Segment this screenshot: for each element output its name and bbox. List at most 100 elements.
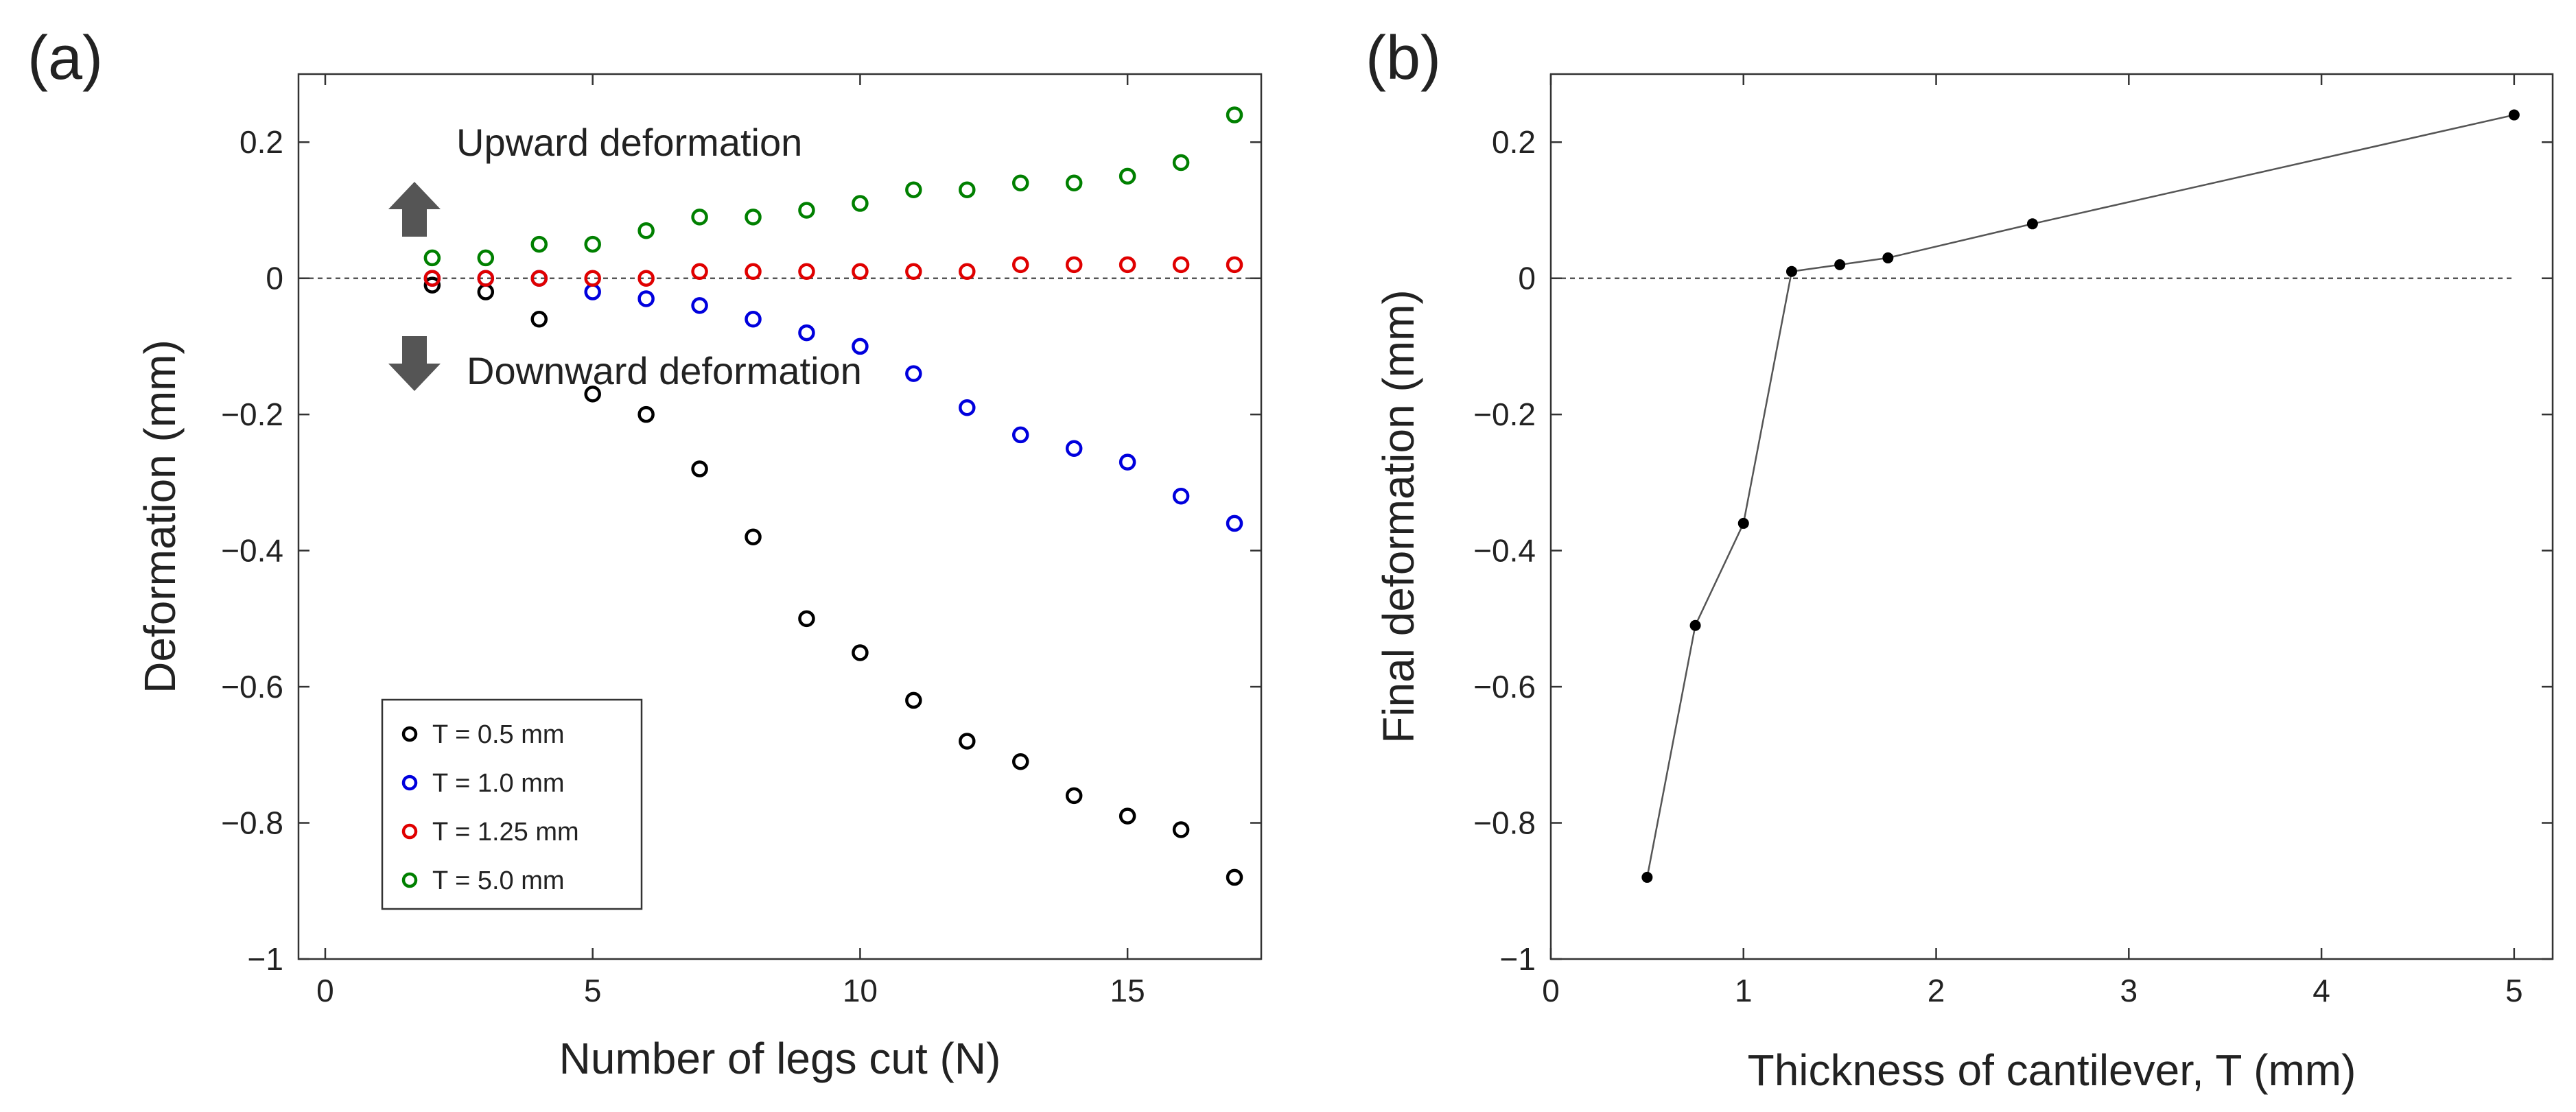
- data-point: [745, 209, 762, 226]
- data-point: [691, 460, 708, 477]
- data-point: [1689, 619, 1701, 631]
- y-tick-label: 0: [266, 261, 283, 296]
- x-tick-label: 5: [584, 973, 602, 1008]
- upward-arrow-icon: [388, 182, 441, 237]
- data-point: [905, 181, 922, 198]
- data-point: [1012, 753, 1029, 770]
- data-point: [477, 283, 495, 300]
- data-point: [1226, 106, 1243, 123]
- data-point: [477, 249, 495, 267]
- panel-b-x-axis-label: Thickness of cantilever, T (mm): [1748, 1045, 2356, 1095]
- panel-a: (a) 0 5 10 15 0.2 0 −0.2 −0.4 −0.6 −0.8 −1 Upward …: [27, 24, 1263, 1083]
- data-point: [745, 528, 762, 546]
- data-point: [905, 691, 922, 709]
- legend-marker: [401, 726, 418, 742]
- x-tick-label: 0: [316, 973, 334, 1008]
- data-point: [959, 263, 976, 281]
- panel-b-label: (b): [1366, 24, 1441, 93]
- data-point: [530, 235, 548, 253]
- x-tick-label: 4: [2312, 973, 2330, 1008]
- data-point: [477, 270, 495, 287]
- data-point: [1012, 174, 1029, 192]
- data-point: [959, 181, 976, 198]
- legend-marker: [401, 774, 418, 791]
- data-point: [1065, 174, 1083, 192]
- data-point: [1119, 807, 1136, 825]
- data-point: [637, 270, 655, 287]
- data-point: [1641, 871, 1653, 883]
- legend-entry-label: T = 1.0 mm: [432, 769, 565, 798]
- panel-a-x-axis-label: Number of legs cut (N): [559, 1034, 1001, 1083]
- data-point: [691, 297, 708, 314]
- upward-deformation-label: Upward deformation: [456, 121, 802, 164]
- data-point: [637, 405, 655, 423]
- y-tick-label: −0.4: [1473, 533, 1536, 569]
- legend-marker: [401, 823, 418, 840]
- legend-entry-label: T = 0.5 mm: [432, 720, 565, 749]
- y-tick-label: 0: [1518, 261, 1536, 296]
- data-point: [1012, 426, 1029, 444]
- panel-a-y-axis-label: Deformation (mm): [135, 340, 185, 694]
- data-point: [1065, 787, 1083, 805]
- data-point: [1172, 154, 1190, 171]
- y-tick-label: −0.8: [1473, 805, 1536, 841]
- data-point: [852, 263, 869, 281]
- data-point: [1065, 440, 1083, 458]
- data-point: [584, 386, 601, 403]
- data-point: [852, 644, 869, 661]
- data-point: [1172, 256, 1190, 274]
- y-tick-label: −1: [248, 941, 283, 977]
- x-tick-label: 2: [1928, 973, 1945, 1008]
- data-point: [1172, 821, 1190, 838]
- data-point: [1737, 517, 1749, 529]
- data-point: [584, 270, 601, 287]
- legend-box: [381, 698, 643, 910]
- data-point: [1226, 256, 1243, 274]
- y-tick-label: −0.8: [221, 805, 283, 841]
- x-tick-label: 15: [1110, 973, 1145, 1008]
- data-point: [1834, 259, 1846, 270]
- legend-entry-label: T = 1.25 mm: [432, 818, 579, 847]
- downward-deformation-label: Downward deformation: [467, 349, 862, 392]
- data-point: [1065, 256, 1083, 274]
- data-point: [745, 310, 762, 328]
- panel-b-axes-frame: [1549, 73, 2554, 960]
- data-point: [530, 270, 548, 287]
- series-line: [1646, 114, 2515, 878]
- data-point: [959, 733, 976, 750]
- panel-a-ticks: 0 5 10 15 0.2 0 −0.2 −0.4 −0.6 −0.8 −1: [221, 74, 1261, 1008]
- data-point: [423, 249, 441, 267]
- legend-marker: [401, 872, 418, 888]
- y-tick-label: −0.6: [1473, 669, 1536, 705]
- data-point: [1119, 256, 1136, 274]
- y-tick-label: 0.2: [1492, 124, 1536, 160]
- data-point: [2508, 109, 2520, 121]
- data-point: [1785, 265, 1797, 277]
- data-point: [691, 263, 708, 281]
- x-tick-label: 1: [1735, 973, 1753, 1008]
- panel-b-ticks: 0 1 2 3 4 5 0.2 0 −0.2 −0.4 −0.6 −0.8 −1: [1473, 74, 2553, 1008]
- y-tick-label: −0.2: [221, 397, 283, 432]
- panel-a-marks: [423, 106, 1243, 886]
- x-tick-label: 3: [2120, 973, 2138, 1008]
- downward-arrow-icon: [388, 336, 441, 391]
- data-point: [798, 324, 815, 342]
- x-tick-label: 5: [2505, 973, 2523, 1008]
- panel-b-marks: [1641, 109, 2520, 883]
- data-point: [2026, 218, 2038, 230]
- data-point: [423, 270, 441, 287]
- y-tick-label: −0.6: [221, 669, 283, 705]
- data-point: [584, 235, 601, 253]
- data-point: [584, 283, 601, 300]
- panel-b-y-axis-label: Final deformation (mm): [1374, 289, 1423, 744]
- data-point: [1226, 514, 1243, 532]
- data-point: [959, 399, 976, 416]
- legend-entry-label: T = 5.0 mm: [432, 866, 565, 895]
- data-point: [1119, 167, 1136, 185]
- data-point: [745, 263, 762, 281]
- data-point: [1226, 868, 1243, 886]
- y-tick-label: −0.2: [1473, 397, 1536, 432]
- x-tick-label: 10: [843, 973, 878, 1008]
- x-tick-label: 0: [1542, 973, 1560, 1008]
